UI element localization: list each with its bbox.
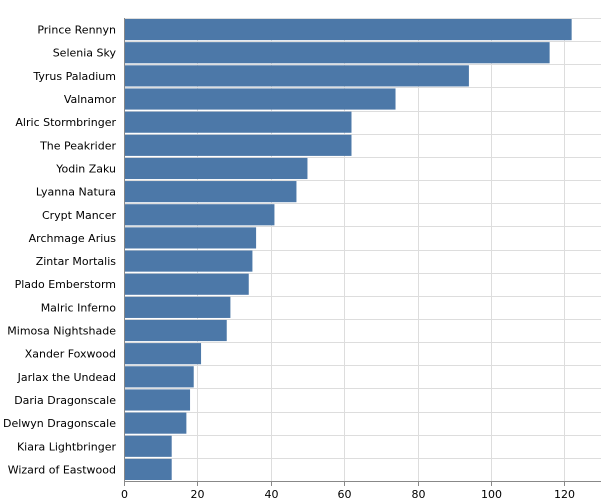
category-label: Crypt Mancer: [42, 209, 117, 222]
category-label: Plado Emberstorm: [15, 278, 116, 291]
category-label: Archmage Arius: [29, 232, 117, 245]
axes: 0 20 40 60 80 100 120: [121, 18, 601, 501]
category-label: Xander Foxwood: [25, 348, 116, 361]
category-label: Daria Dragonscale: [14, 394, 116, 407]
x-tick-label: 100: [481, 488, 502, 501]
category-label: Wizard of Eastwood: [8, 463, 116, 476]
bar: [124, 204, 275, 226]
bar: [124, 157, 308, 180]
category-label: Mimosa Nightshade: [7, 325, 116, 338]
bar: [124, 134, 352, 156]
bar: [124, 65, 469, 87]
category-label: Yodin Zaku: [55, 162, 116, 175]
category-label: Lyanna Natura: [36, 186, 116, 199]
bar: [124, 319, 227, 342]
x-tick-label: 120: [554, 488, 575, 501]
category-label: Selenia Sky: [53, 47, 117, 60]
category-label: Alric Stormbringer: [15, 116, 116, 129]
x-tick-label: 20: [191, 488, 205, 501]
category-label: Zintar Mortalis: [36, 255, 117, 268]
category-label: Malric Inferno: [41, 301, 117, 314]
bar: [124, 366, 194, 388]
grid-lines: [124, 18, 601, 482]
bar: [124, 389, 191, 411]
bar: [124, 412, 187, 434]
category-label: Kiara Lightbringer: [17, 440, 117, 453]
x-tick-label: 80: [412, 488, 426, 501]
bar: [124, 458, 172, 480]
bar: [124, 181, 297, 203]
category-label: Tyrus Paladium: [32, 70, 116, 83]
bar: [124, 250, 253, 272]
category-label: The Peakrider: [39, 139, 116, 152]
category-labels: Prince Rennyn Selenia Sky Tyrus Paladium Va…: [3, 24, 117, 477]
x-tick-label: 60: [338, 488, 352, 501]
bar: [124, 296, 231, 318]
category-label: Prince Rennyn: [37, 24, 116, 37]
bar: [124, 273, 249, 295]
bar: [124, 227, 257, 249]
category-label: Delwyn Dragonscale: [3, 417, 116, 430]
x-tick-label: 40: [265, 488, 279, 501]
bar: [124, 88, 396, 110]
bar: [124, 111, 352, 133]
category-label: Valnamor: [64, 93, 117, 106]
category-label: Jarlax the Undead: [17, 371, 116, 384]
bar: [124, 435, 172, 457]
bar: [124, 19, 572, 41]
x-tick-label: 0: [121, 488, 128, 501]
bars: [124, 19, 572, 480]
bar: [124, 42, 550, 64]
bar: [124, 343, 202, 365]
